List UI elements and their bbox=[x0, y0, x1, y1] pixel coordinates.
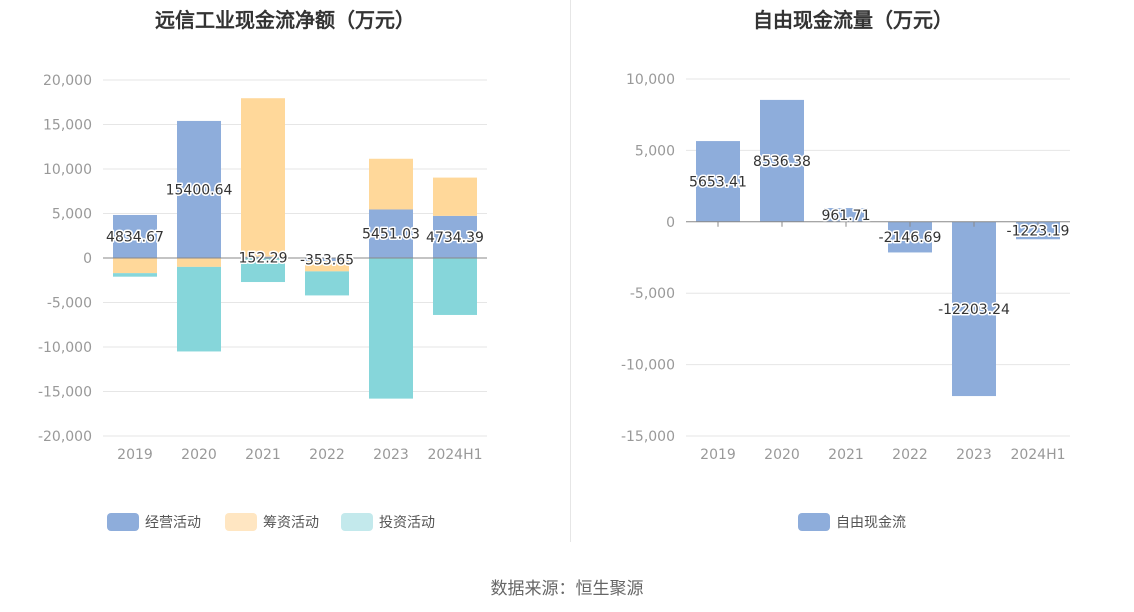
free-cashflow-data-label: -2146.69 bbox=[879, 230, 942, 246]
free-cashflow-bar-0-2023 bbox=[952, 221, 996, 397]
free-cashflow-bar-0-2019 bbox=[696, 141, 740, 222]
free-cashflow-x-tick-label: 2024H1 bbox=[1010, 447, 1065, 463]
cashflow-y-tick-label: -15,000 bbox=[38, 385, 92, 401]
cashflow-bar-0-2023 bbox=[369, 209, 413, 258]
cashflow-x-tick-label: 2019 bbox=[117, 447, 153, 463]
legend-swatch-financing bbox=[225, 513, 257, 531]
cashflow-bar-0-2021 bbox=[241, 256, 285, 258]
free-cashflow-y-tick-label: -10,000 bbox=[621, 358, 675, 374]
cashflow-y-tick-label: 10,000 bbox=[43, 162, 92, 178]
cashflow-bar-2-2020 bbox=[177, 266, 221, 352]
cashflow-x-tick-label: 2021 bbox=[245, 447, 281, 463]
free-cashflow-x-tick-label: 2019 bbox=[700, 447, 736, 463]
cashflow-x-tick-label: 2022 bbox=[309, 447, 345, 463]
cashflow-bar-1-2021 bbox=[241, 98, 285, 257]
cashflow-bar-2-2019 bbox=[113, 273, 157, 277]
cashflow-bar-1-2022 bbox=[305, 261, 349, 272]
cashflow-y-tick-label: 0 bbox=[83, 251, 92, 267]
legend-label-operating: 经营活动 bbox=[145, 515, 201, 531]
free-cashflow-y-tick-label: -5,000 bbox=[630, 286, 675, 302]
free-cashflow-chart-title: 自由现金流量（万元） bbox=[753, 8, 953, 32]
legend-label-free-cashflow: 自由现金流 bbox=[836, 515, 906, 531]
cashflow-data-label: -353.65 bbox=[300, 253, 354, 269]
data-source-footer: 数据来源：恒生聚源 bbox=[490, 579, 644, 599]
cashflow-bar-2-2023 bbox=[369, 258, 413, 399]
legend-swatch-operating bbox=[107, 513, 139, 531]
cashflow-bar-2-2021 bbox=[241, 258, 285, 283]
free-cashflow-y-tick-label: -15,000 bbox=[621, 429, 675, 445]
free-cashflow-bar-0-2024H1 bbox=[1016, 221, 1060, 240]
free-cashflow-data-label: 8536.38 bbox=[753, 154, 811, 170]
free-cashflow-data-label: -12203.24 bbox=[938, 302, 1010, 318]
cashflow-y-tick-label: 5,000 bbox=[52, 207, 92, 223]
free-cashflow-bar-0-2022 bbox=[888, 221, 932, 253]
free-cashflow-x-tick-label: 2021 bbox=[828, 447, 864, 463]
cashflow-chart-title: 远信工业现金流净额（万元） bbox=[155, 8, 415, 32]
free-cashflow-data-label: -1223.19 bbox=[1007, 224, 1070, 240]
cashflow-y-tick-label: -20,000 bbox=[38, 429, 92, 445]
legend-label-financing: 筹资活动 bbox=[263, 515, 319, 531]
legend-swatch-free-cashflow bbox=[798, 513, 830, 531]
legend-swatch-investing bbox=[341, 513, 373, 531]
cashflow-data-label: 4834.67 bbox=[106, 229, 164, 245]
free-cashflow-y-tick-label: 0 bbox=[666, 215, 675, 231]
cashflow-bar-0-2024H1 bbox=[433, 215, 477, 258]
cashflow-bar-0-2020 bbox=[177, 120, 221, 259]
free-cashflow-x-tick-label: 2023 bbox=[956, 447, 992, 463]
cashflow-data-label: 4734.39 bbox=[426, 230, 484, 246]
cashflow-data-label: 5451.03 bbox=[362, 227, 420, 243]
cashflow-x-tick-label: 2024H1 bbox=[427, 447, 482, 463]
legend-item-financing[interactable]: 筹资活动 bbox=[225, 512, 319, 532]
cashflow-bar-2-2024H1 bbox=[433, 258, 477, 315]
free-cashflow-bar-0-2021 bbox=[824, 208, 868, 222]
free-cashflow-x-tick-label: 2022 bbox=[892, 447, 928, 463]
cashflow-x-tick-label: 2023 bbox=[373, 447, 409, 463]
cashflow-data-label: 15400.64 bbox=[166, 182, 233, 198]
legend-item-free-cashflow[interactable]: 自由现金流 bbox=[798, 512, 906, 532]
free-cashflow-data-label: 961.71 bbox=[822, 208, 871, 224]
cashflow-y-tick-label: 15,000 bbox=[43, 118, 92, 134]
cashflow-y-tick-label: -5,000 bbox=[47, 296, 92, 312]
cashflow-bar-2-2022 bbox=[305, 271, 349, 296]
cashflow-data-label: 152.29 bbox=[239, 250, 288, 266]
cashflow-bar-0-2022 bbox=[305, 258, 349, 262]
free-cashflow-x-tick-label: 2020 bbox=[764, 447, 800, 463]
cashflow-x-tick-label: 2020 bbox=[181, 447, 217, 463]
cashflow-bar-1-2019 bbox=[113, 258, 157, 274]
cashflow-y-tick-label: 20,000 bbox=[43, 73, 92, 89]
chart-divider bbox=[570, 0, 571, 542]
cashflow-bar-1-2023 bbox=[369, 158, 413, 210]
free-cashflow-y-tick-label: 5,000 bbox=[635, 143, 675, 159]
cashflow-y-tick-label: -10,000 bbox=[38, 340, 92, 356]
cashflow-bar-1-2024H1 bbox=[433, 177, 477, 216]
free-cashflow-y-tick-label: 10,000 bbox=[626, 72, 675, 88]
legend-item-investing[interactable]: 投资活动 bbox=[341, 512, 435, 532]
legend-label-investing: 投资活动 bbox=[379, 515, 435, 531]
free-cashflow-data-label: 5653.41 bbox=[689, 174, 747, 190]
cashflow-bar-1-2020 bbox=[177, 258, 221, 267]
cashflow-bar-0-2019 bbox=[113, 214, 157, 258]
free-cashflow-bar-0-2020 bbox=[760, 99, 804, 222]
legend-item-operating[interactable]: 经营活动 bbox=[107, 512, 201, 532]
